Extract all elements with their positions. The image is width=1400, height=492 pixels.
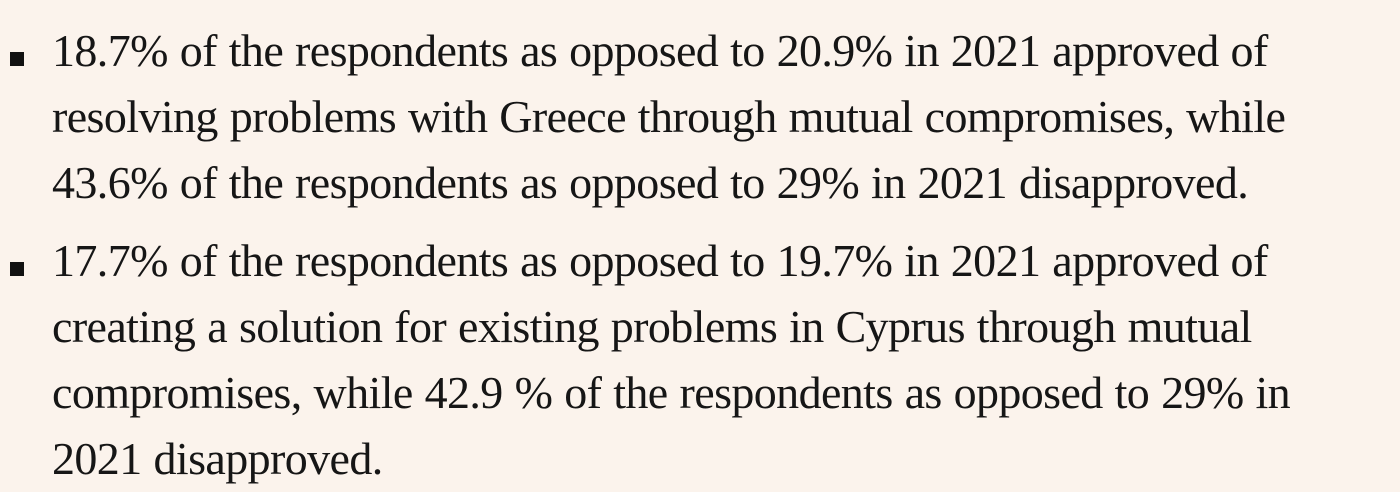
list-item-text: 18.7% of the respondents as opposed to 2…: [52, 25, 1286, 208]
list-item: 18.7% of the respondents as opposed to 2…: [10, 18, 1366, 216]
list-item-text: 17.7% of the respondents as opposed to 1…: [52, 235, 1291, 484]
findings-list: 18.7% of the respondents as opposed to 2…: [10, 18, 1366, 492]
square-bullet-icon: [10, 262, 24, 276]
square-bullet-icon: [10, 52, 24, 66]
document-page: 18.7% of the respondents as opposed to 2…: [10, 25, 1291, 484]
list-item: 17.7% of the respondents as opposed to 1…: [10, 228, 1366, 492]
